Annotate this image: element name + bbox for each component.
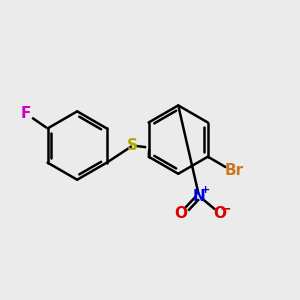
Text: −: − (220, 201, 232, 215)
Text: Br: Br (224, 163, 243, 178)
Text: O: O (174, 206, 188, 221)
Text: +: + (201, 184, 210, 194)
Text: O: O (213, 206, 226, 221)
Text: F: F (21, 106, 31, 121)
Text: S: S (127, 138, 138, 153)
Text: N: N (193, 189, 206, 204)
